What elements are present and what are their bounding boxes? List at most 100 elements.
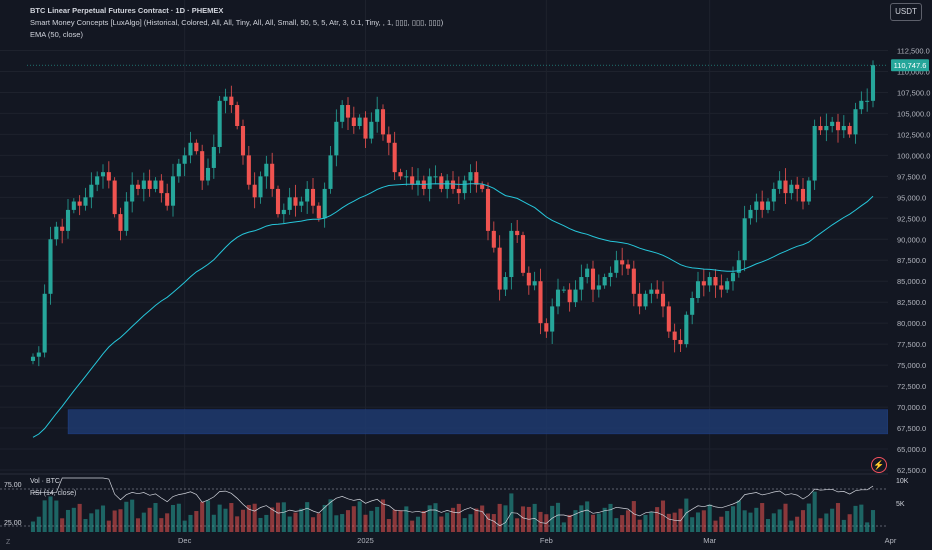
candle[interactable]: [865, 88, 870, 112]
candle[interactable]: [765, 198, 771, 214]
candle[interactable]: [567, 283, 572, 312]
candle[interactable]: [748, 205, 753, 225]
candle[interactable]: [30, 353, 36, 365]
time-axis[interactable]: Dec2025FebMarAprMay: [0, 532, 932, 550]
candle[interactable]: [235, 101, 240, 130]
candle[interactable]: [65, 198, 71, 239]
candle[interactable]: [42, 284, 47, 358]
candle[interactable]: [299, 196, 304, 213]
candle[interactable]: [462, 175, 467, 200]
candle[interactable]: [252, 172, 257, 209]
candle[interactable]: [264, 155, 269, 189]
candle[interactable]: [853, 102, 858, 144]
candle[interactable]: [596, 274, 601, 298]
candle[interactable]: [369, 112, 374, 144]
candle[interactable]: [468, 164, 473, 193]
candle[interactable]: [532, 271, 537, 291]
candle[interactable]: [176, 158, 181, 183]
candle[interactable]: [870, 60, 876, 108]
candle[interactable]: [672, 323, 677, 353]
candle[interactable]: [124, 192, 129, 236]
candle[interactable]: [730, 266, 736, 291]
candle[interactable]: [713, 269, 718, 298]
candle[interactable]: [415, 168, 421, 196]
candle[interactable]: [340, 100, 345, 129]
rsi-label[interactable]: RSI (14, close): [30, 490, 77, 497]
candle[interactable]: [608, 266, 613, 287]
candle[interactable]: [649, 283, 654, 304]
candle[interactable]: [830, 116, 835, 133]
candle[interactable]: [275, 185, 281, 218]
candle[interactable]: [100, 164, 106, 189]
candle[interactable]: [573, 280, 578, 308]
candle[interactable]: [351, 106, 356, 134]
candle[interactable]: [754, 193, 759, 223]
candle[interactable]: [398, 168, 403, 180]
candle[interactable]: [818, 116, 823, 136]
candle[interactable]: [544, 318, 549, 338]
candle[interactable]: [135, 179, 141, 196]
candle[interactable]: [363, 111, 368, 148]
candle[interactable]: [561, 286, 566, 293]
candle[interactable]: [701, 268, 706, 297]
candle[interactable]: [205, 158, 211, 186]
candle[interactable]: [392, 131, 397, 181]
chart-title[interactable]: BTC Linear Perpetual Futures Contract · …: [30, 6, 224, 15]
candle[interactable]: [240, 119, 246, 165]
candle[interactable]: [281, 203, 286, 224]
lightning-icon[interactable]: ⚡: [871, 457, 887, 473]
candle[interactable]: [36, 346, 41, 367]
candlesticks[interactable]: [30, 60, 876, 367]
candle[interactable]: [666, 301, 671, 338]
timezone-icon[interactable]: Z: [6, 539, 11, 546]
candle[interactable]: [305, 181, 310, 214]
candle[interactable]: [625, 259, 631, 276]
candle[interactable]: [386, 126, 391, 156]
candle[interactable]: [287, 187, 292, 215]
candle[interactable]: [474, 161, 479, 193]
candle[interactable]: [89, 172, 94, 209]
candle[interactable]: [771, 182, 776, 211]
candle[interactable]: [515, 219, 520, 243]
price-axis[interactable]: 112,500.0 110,000.0 107,500.0 105,000.0 102,…: [888, 0, 932, 550]
candle[interactable]: [824, 113, 829, 142]
candle[interactable]: [520, 231, 526, 277]
candle[interactable]: [54, 221, 59, 246]
candle[interactable]: [130, 172, 135, 213]
candle[interactable]: [456, 176, 461, 205]
candle[interactable]: [859, 91, 864, 115]
candle[interactable]: [118, 207, 123, 241]
candle[interactable]: [188, 131, 193, 164]
candle[interactable]: [695, 271, 701, 303]
candle[interactable]: [293, 184, 298, 217]
candle[interactable]: [725, 277, 730, 293]
candle[interactable]: [719, 274, 724, 298]
candle[interactable]: [147, 169, 152, 197]
candle[interactable]: [806, 177, 811, 205]
candle[interactable]: [60, 218, 65, 244]
candle[interactable]: [153, 177, 158, 193]
candle[interactable]: [631, 260, 636, 307]
candle[interactable]: [643, 290, 648, 310]
candle[interactable]: [678, 329, 683, 353]
candle[interactable]: [48, 226, 53, 305]
candle[interactable]: [159, 174, 164, 203]
candle[interactable]: [620, 247, 625, 276]
smc-indicator-label[interactable]: Smart Money Concepts [LuxAlgo] (Historic…: [30, 18, 444, 27]
candle[interactable]: [328, 145, 333, 194]
candle[interactable]: [322, 182, 327, 228]
candle[interactable]: [660, 281, 666, 318]
candle[interactable]: [194, 139, 199, 155]
candle[interactable]: [217, 95, 222, 154]
candle[interactable]: [509, 222, 514, 290]
candle[interactable]: [77, 195, 82, 216]
candle[interactable]: [375, 96, 380, 133]
candle[interactable]: [439, 172, 444, 193]
candle[interactable]: [345, 97, 351, 131]
candle[interactable]: [71, 198, 76, 214]
volume-label[interactable]: Vol · BTC: [30, 478, 60, 485]
candle[interactable]: [491, 221, 496, 253]
candle[interactable]: [223, 88, 228, 114]
candle[interactable]: [445, 174, 450, 199]
candle[interactable]: [380, 104, 386, 141]
